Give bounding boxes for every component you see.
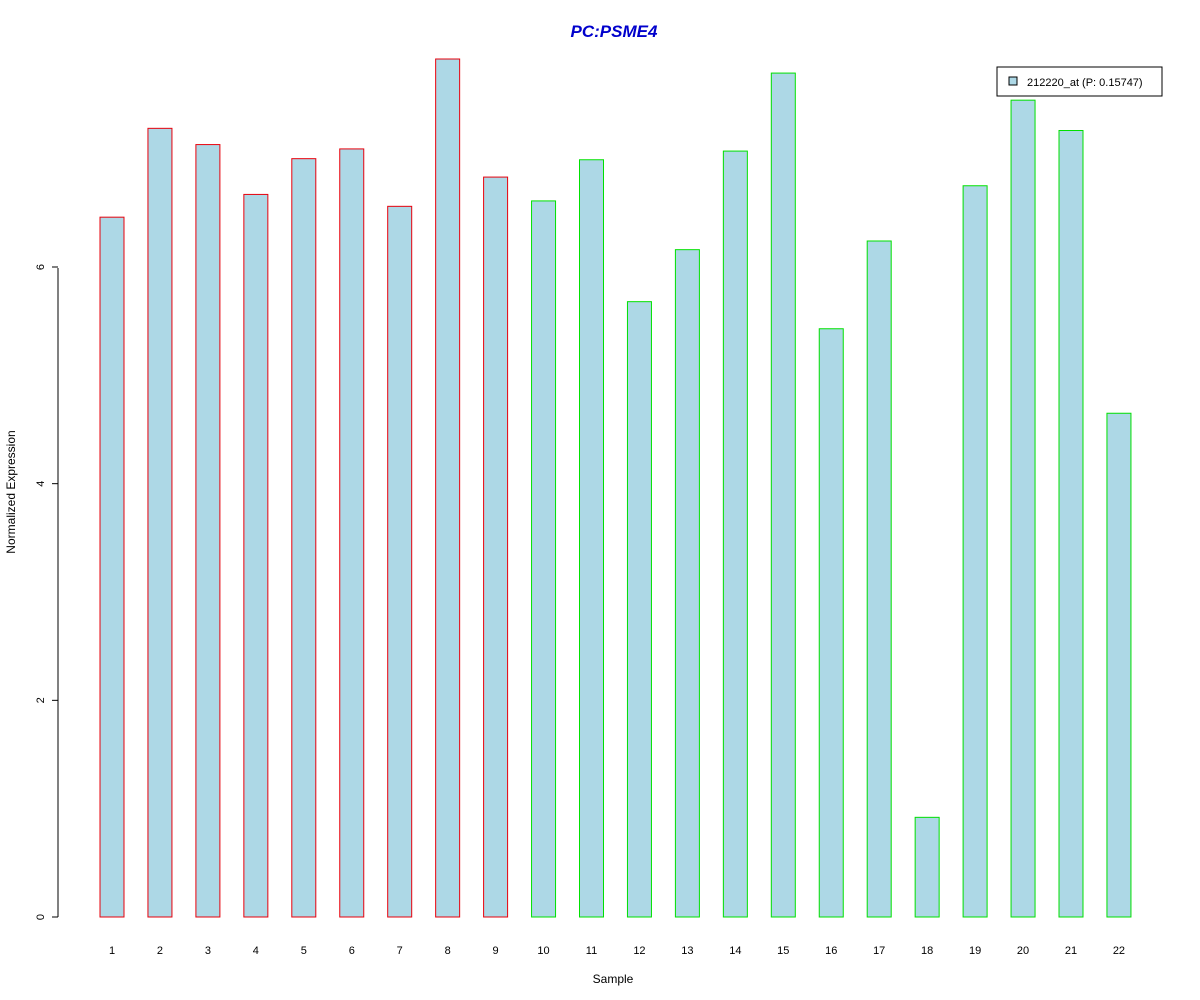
x-tick-label: 11 [586,945,597,957]
x-tick-label: 12 [633,945,645,957]
x-tick-label: 6 [349,945,355,957]
x-tick-label: 10 [537,945,549,957]
bar-sample-13 [674,249,700,918]
y-tick-label: 2 [35,697,47,703]
y-tick-label: 6 [35,264,47,270]
bar-sample-12 [626,301,652,918]
legend: 212220_at (P: 0.15747) [996,66,1163,97]
bar-sample-18 [914,816,940,918]
legend-swatch [1008,76,1018,86]
legend-box [996,66,1163,97]
x-tick-label: 8 [445,945,451,957]
x-tick-label: 20 [1017,945,1029,957]
bar-sample-8 [435,58,461,918]
bar-sample-5 [291,158,317,918]
x-tick-label: 3 [205,945,211,957]
bar-sample-2 [147,127,173,918]
x-tick-label: 1 [109,945,115,957]
x-axis-label: Sample [593,972,634,986]
y-tick-label: 4 [35,481,47,487]
bar-sample-6 [339,148,365,918]
bar-sample-19 [962,185,988,918]
bar-sample-14 [722,150,748,918]
y-tick-labels: 0 2 4 6 [35,264,58,920]
x-tick-label: 19 [969,945,981,957]
x-tick-label: 9 [493,945,499,957]
bar-sample-11 [579,159,604,918]
chart-title: PC:PSME4 [571,22,658,41]
y-axis-label: Normalized Expression [4,430,18,553]
bar-sample-20 [1010,99,1036,918]
x-tick-label: 18 [921,945,933,957]
bar-sample-3 [195,144,221,918]
bar-sample-10 [531,200,557,918]
bar-sample-9 [483,176,509,918]
x-tick-labels: 1 2 3 4 5 6 7 8 9 10 11 12 13 14 15 16 17 18 19 20 21 22 [109,945,1125,957]
bar-sample-7 [387,205,413,918]
x-tick-label: 7 [397,945,403,957]
y-tick-label: 0 [35,914,47,920]
bar-sample-16 [818,328,844,918]
bar-sample-15 [770,72,796,918]
x-tick-label: 2 [157,945,163,957]
bar-sample-4 [243,193,269,918]
x-tick-label: 4 [253,945,259,957]
bar-sample-22 [1106,412,1132,918]
x-tick-label: 5 [301,945,307,957]
bar-sample-17 [866,240,892,918]
x-tick-label: 13 [681,945,693,957]
x-tick-label: 16 [825,945,837,957]
x-tick-label: 14 [729,945,741,957]
x-tick-label: 22 [1113,945,1125,957]
legend-label: 212220_at (P: 0.15747) [1027,77,1143,89]
bars-group [99,58,1132,918]
bar-sample-21 [1058,130,1084,918]
bar-sample-1 [99,216,125,918]
x-tick-label: 21 [1065,945,1077,957]
x-tick-label: 17 [873,945,885,957]
x-tick-label: 15 [777,945,789,957]
